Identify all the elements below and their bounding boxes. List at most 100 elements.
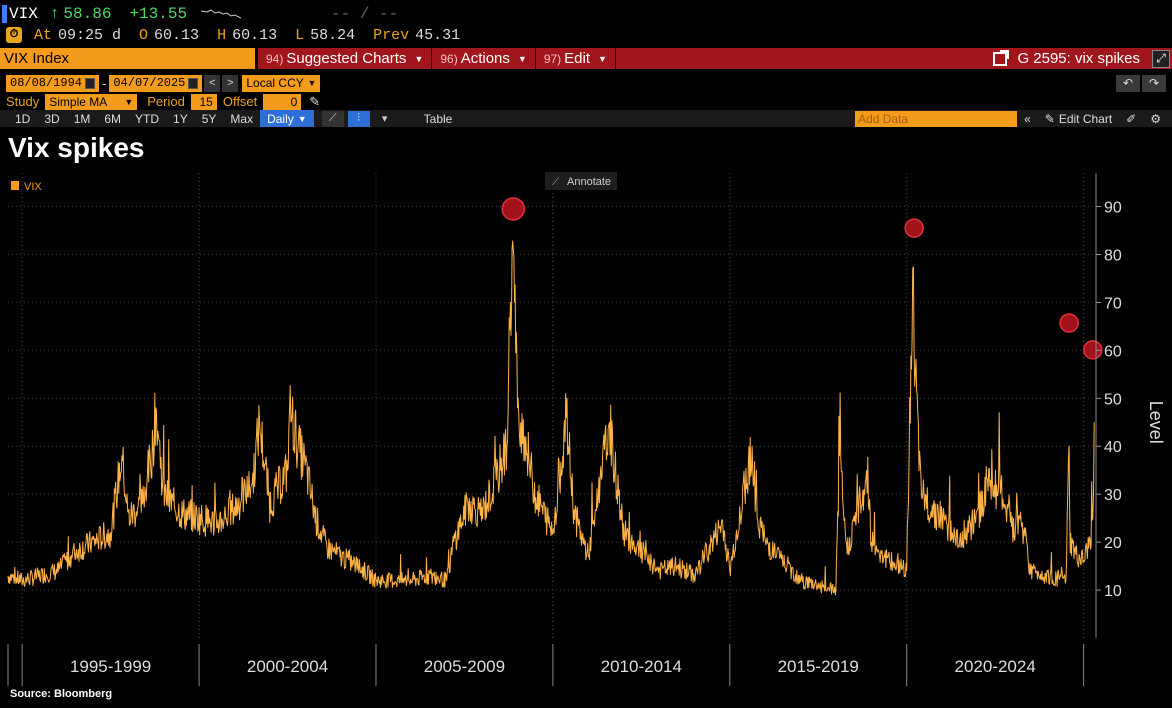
vix-chart[interactable]: 10 20 30 40 50 60 70 80 90 1995-1999 2000-2004 200… xyxy=(0,168,1172,686)
at-label: At xyxy=(34,26,53,44)
open-label: O xyxy=(139,26,149,44)
x-period-label-2010-2014: 2010-2014 xyxy=(601,657,682,676)
currency-value: Local CCY xyxy=(246,76,304,90)
annotate-button[interactable]: ⟋ Annotate xyxy=(545,172,617,190)
ticker-color-marker xyxy=(2,5,7,23)
ticker-row: VIX ↑ 58.86 +13.55 -- / -- xyxy=(0,2,1172,26)
line-chart-icon[interactable]: ⟋ xyxy=(321,110,344,127)
y-tick-label-40: 40 xyxy=(1104,439,1122,456)
series-line-vix xyxy=(7,240,1095,596)
menu-number: 97) xyxy=(543,51,562,66)
y-tick-label-60: 60 xyxy=(1104,343,1122,360)
study-select[interactable]: Simple MA ▼ xyxy=(45,93,138,110)
gridlines xyxy=(8,206,1096,591)
undo-icon[interactable]: ↶ xyxy=(1116,74,1140,92)
start-date-input[interactable]: 08/08/1994 xyxy=(6,74,100,92)
caret-down-icon: ▼ xyxy=(598,53,607,64)
end-date-input[interactable]: 04/07/2025 xyxy=(109,74,203,92)
menu-label: Actions xyxy=(460,50,510,67)
period-3d-button[interactable]: 3D xyxy=(44,111,60,126)
period-ytd-button[interactable]: YTD xyxy=(135,111,160,126)
y-tick-label-30: 30 xyxy=(1104,487,1122,504)
external-link-icon[interactable] xyxy=(993,49,1010,66)
spike-marker-4 xyxy=(1083,340,1103,360)
period-1m-button[interactable]: 1M xyxy=(73,111,91,126)
pencil-icon: ⟋ xyxy=(552,177,559,188)
net-change: +13.55 xyxy=(129,5,188,23)
x-period-label-1995-1999: 1995-1999 xyxy=(70,657,151,676)
expand-icon[interactable]: ⤢ xyxy=(1152,49,1170,68)
period-6m-button[interactable]: 6M xyxy=(104,111,122,126)
period-max-button[interactable]: Max xyxy=(230,111,254,126)
source-note: Source: Bloomberg xyxy=(10,688,113,700)
date-range-row: 08/08/1994 - 04/07/2025 < > Local CCY ▼ … xyxy=(0,74,1172,92)
period-5y-button[interactable]: 5Y xyxy=(201,111,217,126)
pencil-icon[interactable]: ✎ xyxy=(309,93,321,109)
up-arrow-icon: ↑ xyxy=(49,5,60,23)
y-axis-label: Level xyxy=(1146,401,1166,444)
period-1d-button[interactable]: 1D xyxy=(15,111,31,126)
offset-label: Offset xyxy=(222,94,258,109)
calendar-icon[interactable] xyxy=(188,77,199,89)
ticker-symbol[interactable]: VIX xyxy=(9,5,38,23)
currency-select[interactable]: Local CCY ▼ xyxy=(242,74,321,92)
caret-down-icon: ▼ xyxy=(414,53,424,64)
bar-chart-icon[interactable]: ⫶ xyxy=(347,110,370,127)
x-period-label-2005-2009: 2005-2009 xyxy=(424,657,505,676)
sparkline-icon xyxy=(201,9,242,19)
gear-icon[interactable]: ⚙ xyxy=(1150,111,1161,126)
menu-label: Edit xyxy=(564,50,591,67)
prev-range-icon[interactable]: < xyxy=(204,74,221,92)
caret-down-icon: ▼ xyxy=(307,78,317,88)
low-value: 58.24 xyxy=(310,26,356,44)
end-date-value: 04/07/2025 xyxy=(113,76,186,90)
high-value: 60.13 xyxy=(232,26,278,44)
x-period-label-2015-2019: 2015-2019 xyxy=(778,657,859,676)
pencil-icon: ✎ xyxy=(1044,111,1055,126)
edit-chart-button[interactable]: ✎ Edit Chart xyxy=(1038,112,1119,126)
suggested-charts-menu[interactable]: 94) Suggested Charts ▼ xyxy=(258,48,433,69)
more-options-icon[interactable]: ▾ xyxy=(381,113,388,125)
study-label: Study xyxy=(6,94,40,109)
high-label: H xyxy=(217,26,227,44)
menu-number: 96) xyxy=(440,51,458,66)
legend-label-vix: VIX xyxy=(24,181,42,193)
calendar-icon[interactable] xyxy=(85,77,96,89)
add-data-input[interactable]: Add Data xyxy=(855,110,1018,127)
y-tick-label-90: 90 xyxy=(1104,200,1122,217)
spike-marker-2 xyxy=(904,218,924,238)
redo-icon[interactable]: ↷ xyxy=(1142,74,1166,92)
annotate-label: Annotate xyxy=(567,176,611,188)
study-value: Simple MA xyxy=(49,94,108,109)
quote-row: ⏱ At 09:25 d O 60.13 H 60.13 L 58.24 Pre… xyxy=(0,24,1172,46)
chart-toolbar: 1D 3D 1M 6M YTD 1Y 5Y Max Daily ▼ ⟋ ⫶ ▾ … xyxy=(0,110,1172,127)
open-value: 60.13 xyxy=(154,26,200,44)
menu-bar: VIX Index 94) Suggested Charts ▼ 96) Act… xyxy=(0,48,1172,69)
x-axis: 1995-1999 2000-2004 2005-2009 2010-2014 2015… xyxy=(7,644,1085,686)
next-range-icon[interactable]: > xyxy=(222,74,239,92)
menu-number: 94) xyxy=(266,51,284,66)
offset-input[interactable]: 0 xyxy=(263,93,302,110)
drawing-tool-icon[interactable]: ✐ xyxy=(1126,111,1137,126)
frequency-select[interactable]: Daily ▼ xyxy=(260,110,314,127)
series-lines xyxy=(7,240,1095,596)
index-name-field[interactable]: VIX Index xyxy=(0,48,255,69)
edit-menu[interactable]: 97) Edit ▼ xyxy=(536,48,616,69)
quote-time: 09:25 d xyxy=(58,26,122,44)
legend: VIX xyxy=(11,181,42,193)
actions-menu[interactable]: 96) Actions ▼ xyxy=(432,48,536,69)
y-tick-label-70: 70 xyxy=(1104,295,1122,312)
period-input[interactable]: 15 xyxy=(190,93,217,110)
study-row: Study Simple MA ▼ Period 15 Offset 0 ✎ xyxy=(0,93,1172,110)
y-tick-label-20: 20 xyxy=(1104,535,1122,552)
chart-title: Vix spikes xyxy=(8,132,145,163)
table-button[interactable]: Table xyxy=(423,111,453,126)
collapse-icon[interactable]: « xyxy=(1024,111,1031,126)
x-period-label-2000-2004: 2000-2004 xyxy=(247,657,328,676)
y-tick-label-10: 10 xyxy=(1104,583,1122,600)
period-label: Period xyxy=(147,94,185,109)
caret-down-icon: ▼ xyxy=(124,96,134,107)
command-bar: 94) Suggested Charts ▼ 96) Actions ▼ 97)… xyxy=(258,48,1172,69)
period-1y-button[interactable]: 1Y xyxy=(173,111,188,126)
chart-reference-title[interactable]: G 2595: vix spikes xyxy=(1017,50,1140,67)
